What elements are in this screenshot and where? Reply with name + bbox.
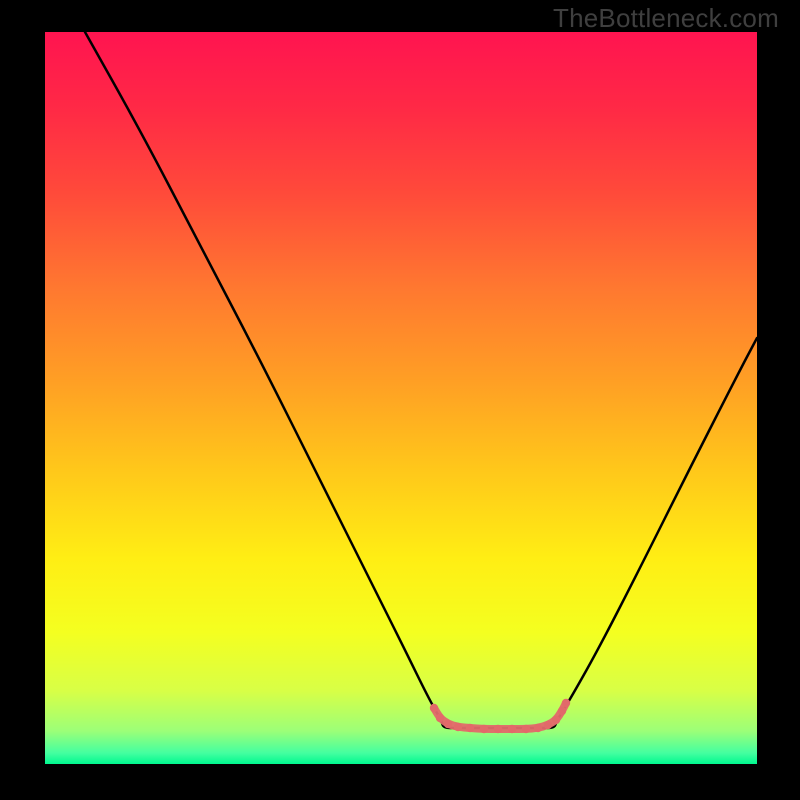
marker-dot: [454, 723, 462, 731]
marker-dot: [558, 707, 566, 715]
marker-dot: [466, 724, 474, 732]
marker-dot: [436, 714, 444, 722]
bottleneck-chart: [45, 32, 757, 764]
marker-dot: [444, 720, 452, 728]
marker-dot: [508, 725, 516, 733]
watermark-text: TheBottleneck.com: [553, 3, 779, 34]
chart-frame: [45, 32, 757, 764]
marker-dot: [430, 704, 438, 712]
marker-dot: [562, 699, 570, 707]
marker-dot: [522, 725, 530, 733]
marker-dot: [534, 724, 542, 732]
marker-dot: [544, 721, 552, 729]
marker-dot: [480, 725, 488, 733]
marker-dot: [552, 716, 560, 724]
marker-dot: [494, 725, 502, 733]
gradient-background: [45, 32, 757, 764]
